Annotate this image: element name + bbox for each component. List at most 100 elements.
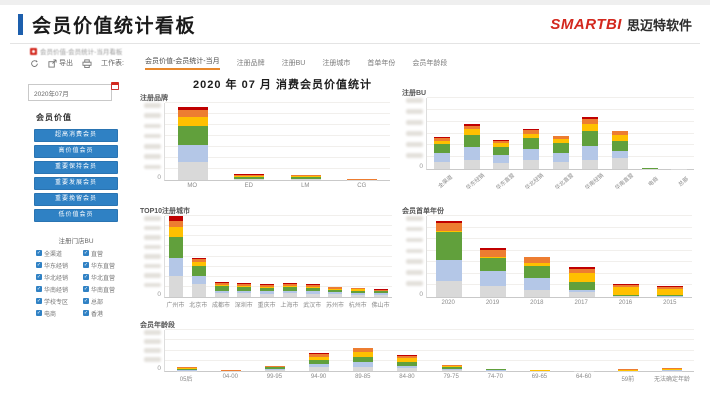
checkbox-checked-icon[interactable]: ✓ xyxy=(83,310,89,316)
gridline xyxy=(427,284,692,286)
checkbox-checked-icon[interactable]: ✓ xyxy=(36,286,42,292)
bu-option-5[interactable]: ✓ 华北直营 xyxy=(83,273,128,282)
refresh-button[interactable] xyxy=(30,59,39,68)
bu-option-3[interactable]: ✓ 华东直营 xyxy=(83,261,128,270)
checkbox-checked-icon[interactable]: ✓ xyxy=(36,262,42,268)
bar-全渠道[interactable] xyxy=(433,98,450,169)
month-picker[interactable]: 2020年07月 xyxy=(28,82,119,101)
bar-05后[interactable] xyxy=(177,330,198,371)
bar-上海市[interactable] xyxy=(282,216,297,297)
bar-华东经销[interactable] xyxy=(463,98,480,169)
checkbox-checked-icon[interactable]: ✓ xyxy=(36,298,42,304)
bar-slot xyxy=(471,216,515,297)
y-tick-label-blurred xyxy=(144,282,161,287)
member-value-button-2[interactable]: 重要保持会员 xyxy=(34,161,118,174)
bar-重庆市[interactable] xyxy=(260,216,275,297)
bar-ED[interactable] xyxy=(234,103,265,180)
bar-segment xyxy=(493,154,510,163)
member-value-button-3[interactable]: 重要发展会员 xyxy=(34,177,118,190)
bar-华北经销[interactable] xyxy=(522,98,539,169)
member-value-button-4[interactable]: 重要挽留会员 xyxy=(34,193,118,206)
bar-华南直营[interactable] xyxy=(611,98,628,169)
member-value-button-5[interactable]: 低价值会员 xyxy=(34,209,118,222)
tab-5[interactable]: 会员年龄段 xyxy=(412,60,448,67)
bar-89-85[interactable] xyxy=(353,330,374,371)
gridline xyxy=(427,272,692,274)
x-axis-labels: 2020 2019 2018 2017 2016 2015 xyxy=(426,298,692,310)
x-tick-label: 无法确定年龄 xyxy=(653,377,690,383)
bar-电商[interactable] xyxy=(641,98,658,169)
calendar-icon[interactable] xyxy=(111,82,119,90)
bar-segment xyxy=(237,285,252,288)
bar-64-60[interactable] xyxy=(573,330,594,371)
bar-无法确定年龄[interactable] xyxy=(661,330,682,371)
bu-option-6[interactable]: ✓ 华南经销 xyxy=(36,285,81,294)
tab-3[interactable]: 注册城市 xyxy=(322,60,351,67)
bar-总部[interactable] xyxy=(671,98,688,169)
x-tick-label: ED xyxy=(244,183,253,189)
checkbox-checked-icon[interactable]: ✓ xyxy=(36,310,42,316)
bar-深圳市[interactable] xyxy=(237,216,252,297)
bar-2018[interactable] xyxy=(524,216,551,297)
bu-option-9[interactable]: ✓ 总部 xyxy=(83,297,128,306)
checkbox-checked-icon[interactable]: ✓ xyxy=(83,298,89,304)
tab-1[interactable]: 注册品牌 xyxy=(236,60,265,67)
y-tick-label-blurred xyxy=(144,154,161,159)
bar-广州市[interactable] xyxy=(169,216,184,297)
bu-option-8[interactable]: ✓ 学校专区 xyxy=(36,297,81,306)
bar-2016[interactable] xyxy=(612,216,639,297)
bu-option-4[interactable]: ✓ 华北经销 xyxy=(36,273,81,282)
bar-2017[interactable] xyxy=(568,216,595,297)
bar-69-65[interactable] xyxy=(529,330,550,371)
bar-苏州市[interactable] xyxy=(328,216,343,297)
bar-2020[interactable] xyxy=(436,216,463,297)
bar-segment xyxy=(353,357,374,363)
checkbox-checked-icon[interactable]: ✓ xyxy=(83,250,89,256)
bar-59前[interactable] xyxy=(617,330,638,371)
bar-2015[interactable] xyxy=(656,216,683,297)
bar-84-80[interactable] xyxy=(397,330,418,371)
bu-option-10[interactable]: ✓ 电商 xyxy=(36,309,81,318)
export-button[interactable]: 导出 xyxy=(48,58,73,68)
bar-04-00[interactable] xyxy=(221,330,242,371)
gridline xyxy=(165,275,392,277)
bu-option-7[interactable]: ✓ 华南直营 xyxy=(83,285,128,294)
bu-option-1[interactable]: ✓ 直营 xyxy=(83,249,128,258)
bar-2019[interactable] xyxy=(480,216,507,297)
bar-华东直营[interactable] xyxy=(493,98,510,169)
bar-CG[interactable] xyxy=(346,103,377,180)
bar-LM[interactable] xyxy=(290,103,321,180)
checkbox-checked-icon[interactable]: ✓ xyxy=(83,286,89,292)
bar-杭州市[interactable] xyxy=(350,216,365,297)
bar-华南经销[interactable] xyxy=(582,98,599,169)
bar-79-75[interactable] xyxy=(441,330,462,371)
member-value-button-1[interactable]: 高价值会员 xyxy=(34,145,118,158)
bu-option-label: 全渠道 xyxy=(44,251,63,258)
bar-94-90[interactable] xyxy=(309,330,330,371)
bu-option-2[interactable]: ✓ 华东经销 xyxy=(36,261,81,270)
bar-segment xyxy=(178,109,209,117)
bar-北京市[interactable] xyxy=(192,216,207,297)
bar-武汉市[interactable] xyxy=(305,216,320,297)
y-tick-label-blurred xyxy=(406,142,423,147)
gridline xyxy=(165,113,390,114)
bu-option-0[interactable]: ✓ 全渠道 xyxy=(36,249,81,258)
checkbox-checked-icon[interactable]: ✓ xyxy=(36,250,42,256)
bar-74-70[interactable] xyxy=(485,330,506,371)
bar-华北直营[interactable] xyxy=(552,98,569,169)
print-button[interactable] xyxy=(82,58,92,68)
tab-0[interactable]: 会员价值-会员统计-当月 xyxy=(144,56,220,70)
chart-title: 会员首单年份 xyxy=(402,208,444,215)
bu-option-11[interactable]: ✓ 香港 xyxy=(83,309,128,318)
bar-MO[interactable] xyxy=(178,103,209,180)
tab-2[interactable]: 注册BU xyxy=(281,60,306,67)
member-value-button-0[interactable]: 超高消费会员 xyxy=(34,129,118,142)
tab-4[interactable]: 首单年份 xyxy=(367,60,396,67)
bars xyxy=(165,216,392,297)
checkbox-checked-icon[interactable]: ✓ xyxy=(83,274,89,280)
checkbox-checked-icon[interactable]: ✓ xyxy=(83,262,89,268)
bar-佛山市[interactable] xyxy=(373,216,388,297)
bar-成都市[interactable] xyxy=(214,216,229,297)
bar-99-95[interactable] xyxy=(265,330,286,371)
checkbox-checked-icon[interactable]: ✓ xyxy=(36,274,42,280)
